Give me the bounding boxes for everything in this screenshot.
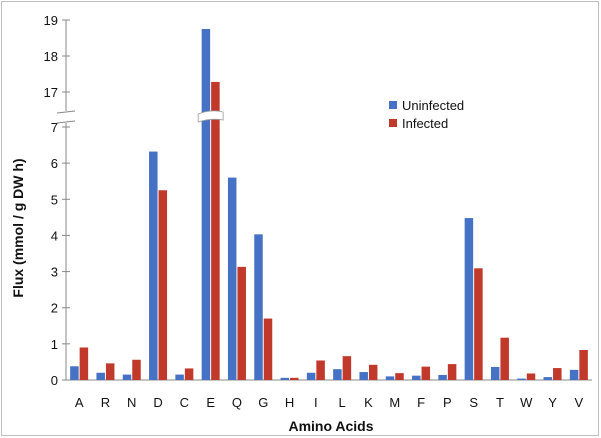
bar-infected-P xyxy=(447,364,457,380)
bar-uninfected-Q xyxy=(227,177,237,380)
bars xyxy=(70,29,588,381)
y-ticks: 0 1 2 3 4 5 6 7 17 18 19 xyxy=(44,13,70,388)
bar-uninfected-T xyxy=(490,366,500,380)
x-tick-label: G xyxy=(258,395,268,410)
bar-uninfected-A xyxy=(70,366,79,380)
legend-label-infected: Infected xyxy=(402,116,448,131)
bar-uninfected-M xyxy=(385,376,395,380)
bar-infected-R xyxy=(105,363,115,380)
y-tick-label: 4 xyxy=(51,228,58,243)
y-axis-break-mark xyxy=(56,120,76,124)
x-tick-label: V xyxy=(575,395,584,410)
bar-infected-K xyxy=(368,364,378,380)
bar-infected-W xyxy=(526,373,536,380)
y-tick-label: 19 xyxy=(44,13,58,28)
y-tick-label: 18 xyxy=(44,49,58,64)
bar-uninfected-V xyxy=(569,369,579,380)
legend-swatch-infected xyxy=(389,119,397,127)
x-tick-label: P xyxy=(443,395,452,410)
bar-break-mark xyxy=(197,110,224,123)
bar-infected-L xyxy=(342,356,352,380)
legend: Uninfected Infected xyxy=(389,98,464,131)
bar-infected-I xyxy=(316,360,325,380)
x-tick-label: D xyxy=(153,395,162,410)
x-tick-label: W xyxy=(520,395,533,410)
bar-uninfected-S xyxy=(464,218,474,380)
y-tick-label: 17 xyxy=(44,85,58,100)
x-tick-label: F xyxy=(417,395,425,410)
bar-uninfected-L xyxy=(333,369,342,380)
y-tick-label: 5 xyxy=(51,192,58,207)
legend-label-uninfected: Uninfected xyxy=(402,98,464,113)
bar-infected-N xyxy=(132,359,141,380)
bar-uninfected-N xyxy=(122,374,132,380)
bar-infected-M xyxy=(395,373,404,380)
y-axis-title: Flux (mmol / g DW h) xyxy=(10,158,26,297)
y-tick-label: 7 xyxy=(51,120,58,135)
bar-uninfected-D xyxy=(149,151,158,380)
bar-uninfected-Y xyxy=(543,377,553,380)
x-tick-label: R xyxy=(101,395,110,410)
bar-infected-G xyxy=(263,318,273,380)
x-tick-label: Q xyxy=(232,395,242,410)
bar-uninfected-E xyxy=(201,29,211,380)
x-tick-label: S xyxy=(469,395,478,410)
bar-uninfected-C xyxy=(175,374,184,380)
bar-uninfected-G xyxy=(254,234,263,380)
y-tick-label: 3 xyxy=(51,265,58,280)
legend-swatch-uninfected xyxy=(389,101,397,109)
x-tick-label: I xyxy=(314,395,318,410)
bar-infected-Q xyxy=(237,266,246,380)
bar-infected-H xyxy=(290,377,299,380)
bar-infected-T xyxy=(500,337,509,380)
bar-uninfected-K xyxy=(359,372,368,380)
bar-uninfected-H xyxy=(280,377,290,380)
x-tick-label: E xyxy=(206,395,215,410)
x-axis-title: Amino Acids xyxy=(288,418,373,434)
x-tick-label: T xyxy=(496,395,504,410)
bar-infected-S xyxy=(474,268,483,380)
x-tick-label: C xyxy=(180,395,189,410)
bar-uninfected-I xyxy=(306,372,316,380)
x-tick-label: M xyxy=(389,395,400,410)
bar-infected-E xyxy=(211,81,220,381)
x-tick-label: N xyxy=(127,395,136,410)
y-tick-label: 2 xyxy=(51,301,58,316)
bar-uninfected-W xyxy=(517,378,526,380)
bar-uninfected-R xyxy=(96,372,105,380)
y-tick-label: 1 xyxy=(51,337,58,352)
bar-infected-C xyxy=(184,368,194,380)
y-tick-label: 6 xyxy=(51,156,58,171)
x-tick-label: L xyxy=(339,395,346,410)
x-tick-label: H xyxy=(285,395,294,410)
bar-uninfected-F xyxy=(412,375,421,380)
bar-uninfected-P xyxy=(438,374,447,380)
x-tick-label: A xyxy=(75,395,84,410)
y-axis-break-mark xyxy=(56,110,76,114)
bar-infected-F xyxy=(421,366,431,380)
bar-infected-V xyxy=(579,350,588,380)
bar-infected-D xyxy=(158,190,168,380)
x-tick-label: K xyxy=(364,395,373,410)
bar-infected-Y xyxy=(553,368,562,380)
x-tick-label: Y xyxy=(548,395,557,410)
y-tick-label: 0 xyxy=(51,373,58,388)
bar-infected-A xyxy=(79,347,89,380)
